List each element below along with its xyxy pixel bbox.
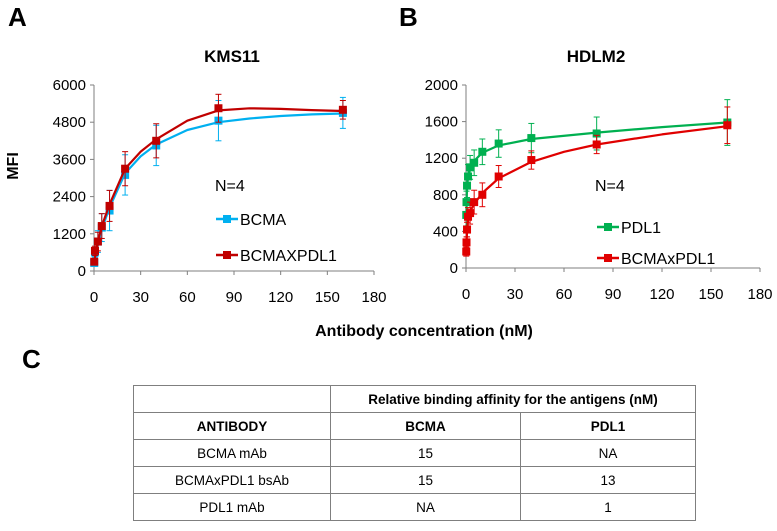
table-col-header: ANTIBODY bbox=[133, 412, 331, 440]
y-tick-label: 3600 bbox=[53, 151, 86, 168]
y-tick-label: 2000 bbox=[425, 77, 458, 94]
table-row: BCMA mAb 15 NA bbox=[133, 439, 696, 467]
table-col-header: BCMA bbox=[330, 412, 521, 440]
data-point bbox=[214, 104, 223, 113]
series-pdl1 bbox=[462, 99, 732, 227]
data-point bbox=[462, 238, 471, 247]
table-header-row: ANTIBODY BCMA PDL1 bbox=[133, 412, 696, 440]
series-bcmaxpdl1 bbox=[90, 93, 347, 266]
x-tick-label: 60 bbox=[179, 289, 196, 306]
chart-kms11: KMS11 0 1200 2400 3600 4800 6000 0 30 60 90 120 150 1… bbox=[5, 47, 387, 306]
panel-letter-c: C bbox=[22, 344, 41, 374]
legend-label: BCMAXPDL1 bbox=[240, 248, 337, 265]
affinity-table-wrapper: Relative binding affinity for the antige… bbox=[133, 385, 696, 521]
x-tick-label: 60 bbox=[556, 286, 573, 303]
table-col-header: PDL1 bbox=[520, 412, 696, 440]
x-tick-label: 150 bbox=[698, 286, 723, 303]
data-point bbox=[470, 158, 479, 167]
annotation-n: N=4 bbox=[595, 178, 625, 195]
panel-letter-b: B bbox=[399, 2, 418, 32]
data-point bbox=[527, 156, 536, 165]
x-tick-label: 90 bbox=[226, 289, 243, 306]
legend-marker bbox=[604, 254, 612, 262]
x-tick-label: 30 bbox=[507, 286, 524, 303]
table-header-span-row: Relative binding affinity for the antige… bbox=[133, 385, 696, 413]
data-point bbox=[338, 105, 347, 114]
x-tick-label: 180 bbox=[747, 286, 772, 303]
legend-label: PDL1 bbox=[621, 220, 661, 237]
data-point bbox=[494, 139, 503, 148]
x-tick-label: 120 bbox=[268, 289, 293, 306]
data-point bbox=[592, 129, 601, 138]
table-row: BCMAxPDL1 bsAb 15 13 bbox=[133, 466, 696, 494]
legend-label: BCMA bbox=[240, 212, 287, 229]
data-point bbox=[494, 172, 503, 181]
y-tick-label: 1200 bbox=[425, 150, 458, 167]
data-point bbox=[592, 140, 601, 149]
table-row: PDL1 mAb NA 1 bbox=[133, 493, 696, 521]
y-tick-label: 400 bbox=[433, 223, 458, 240]
x-tick-label: 30 bbox=[132, 289, 149, 306]
data-point bbox=[527, 134, 536, 143]
data-point bbox=[463, 181, 472, 190]
y-axis-label: MFI bbox=[5, 152, 22, 180]
table-cell: 15 bbox=[330, 439, 521, 467]
data-point bbox=[723, 121, 732, 130]
panel-letter-a: A bbox=[8, 2, 27, 32]
x-tick-label: 120 bbox=[649, 286, 674, 303]
y-tick-label: 0 bbox=[78, 263, 86, 280]
data-point bbox=[93, 237, 102, 246]
table-empty-cell bbox=[133, 385, 331, 413]
table-span-header: Relative binding affinity for the antige… bbox=[330, 385, 696, 413]
y-tick-label: 2400 bbox=[53, 189, 86, 206]
data-point bbox=[463, 225, 472, 234]
affinity-table: Relative binding affinity for the antige… bbox=[133, 385, 696, 521]
data-point bbox=[121, 164, 130, 173]
data-point bbox=[478, 147, 487, 156]
chart-hdlm2: HDLM2 0 400 800 1200 1600 2000 0 30 60 90 120 150 180… bbox=[425, 47, 773, 303]
x-axis-label: Antibody concentration (nM) bbox=[315, 323, 533, 340]
y-tick-label: 1600 bbox=[425, 114, 458, 131]
table-cell: 1 bbox=[520, 493, 696, 521]
data-point bbox=[466, 163, 475, 172]
table-cell: BCMAxPDL1 bsAb bbox=[133, 466, 331, 494]
x-tick-label: 0 bbox=[462, 286, 470, 303]
data-point bbox=[466, 209, 475, 218]
data-point bbox=[97, 222, 106, 231]
x-tick-label: 180 bbox=[361, 289, 386, 306]
table-cell: BCMA mAb bbox=[133, 439, 331, 467]
y-tick-label: 1200 bbox=[53, 226, 86, 243]
data-point bbox=[462, 247, 471, 256]
legend-marker bbox=[223, 215, 231, 223]
series-bcmaxpdl1 bbox=[462, 106, 732, 257]
y-tick-label: 800 bbox=[433, 187, 458, 204]
y-tick-label: 4800 bbox=[53, 114, 86, 131]
table-cell: NA bbox=[330, 493, 521, 521]
x-tick-label: 150 bbox=[315, 289, 340, 306]
x-tick-label: 0 bbox=[90, 289, 98, 306]
data-point bbox=[152, 136, 161, 145]
table-cell: PDL1 mAb bbox=[133, 493, 331, 521]
legend-marker bbox=[604, 223, 612, 231]
data-point bbox=[90, 257, 99, 266]
y-tick-label: 6000 bbox=[53, 77, 86, 94]
table-cell: 13 bbox=[520, 466, 696, 494]
data-point bbox=[470, 198, 479, 207]
chart-title: KMS11 bbox=[204, 47, 260, 66]
legend-label: BCMAxPDL1 bbox=[621, 251, 715, 268]
table-cell: 15 bbox=[330, 466, 521, 494]
x-tick-label: 90 bbox=[605, 286, 622, 303]
annotation-n: N=4 bbox=[215, 178, 245, 195]
chart-title: HDLM2 bbox=[567, 47, 626, 66]
data-point bbox=[462, 198, 471, 207]
data-point bbox=[478, 190, 487, 199]
data-point bbox=[464, 172, 473, 181]
legend-marker bbox=[223, 251, 231, 259]
table-cell: NA bbox=[520, 439, 696, 467]
y-tick-label: 0 bbox=[450, 260, 458, 277]
data-point bbox=[105, 201, 114, 210]
